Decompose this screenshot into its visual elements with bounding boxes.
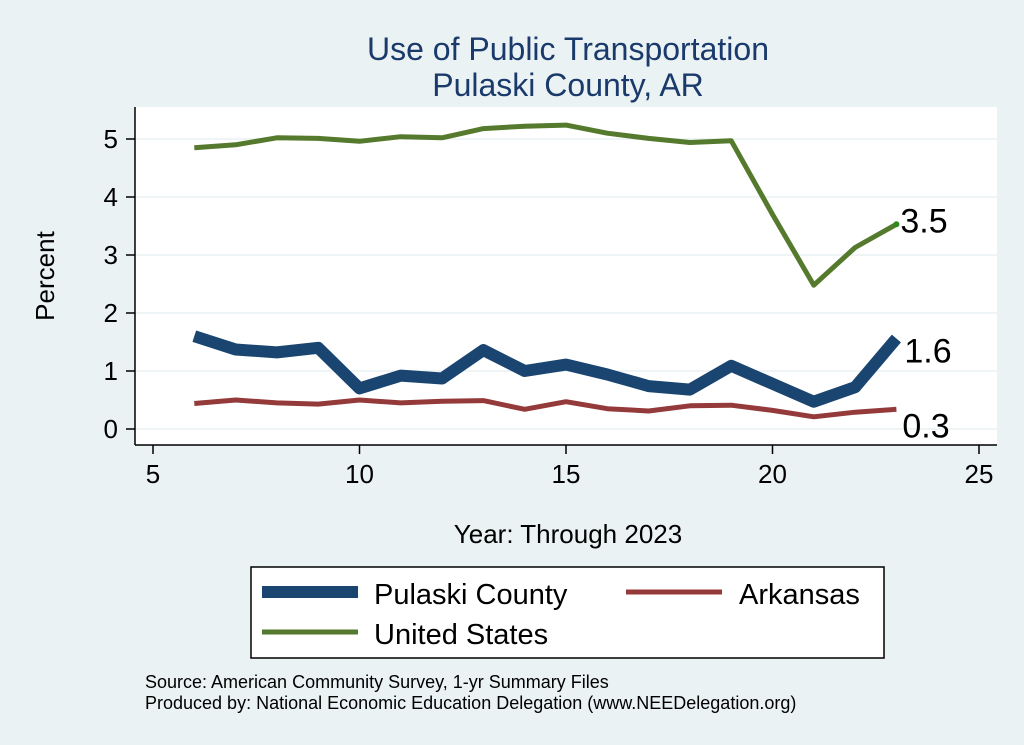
end-point-marker (893, 221, 900, 228)
legend-box (250, 566, 885, 659)
series-lines (192, 122, 901, 420)
chart-subtitle: Pulaski County, AR (432, 67, 704, 103)
end-label-united-states: 3.5 (900, 202, 947, 240)
x-axis-ticks: 5 10 15 20 25 (146, 445, 994, 489)
x-axis-label: Year: Through 2023 (454, 519, 682, 549)
legend-label-united-states: United States (374, 619, 548, 651)
end-labels: 1.6 0.3 3.5 (893, 202, 952, 445)
y-tick-label: 1 (104, 356, 118, 386)
y-tick-label: 5 (104, 124, 118, 154)
x-tick-label: 15 (552, 459, 581, 489)
chart-title: Use of Public Transportation (367, 31, 769, 67)
y-axis-label: Percent (30, 230, 60, 320)
legend-label-pulaski-county: Pulaski County (374, 579, 568, 611)
series-line-arkansas (194, 397, 897, 420)
y-tick-label: 2 (104, 298, 118, 328)
y-tick-label: 0 (104, 414, 118, 444)
x-tick-label: 25 (965, 459, 994, 489)
source-note: Source: American Community Survey, 1-yr … (145, 672, 609, 692)
series-line-pulaski-county (192, 330, 901, 408)
producer-note: Produced by: National Economic Education… (145, 693, 796, 713)
end-label-arkansas: 0.3 (902, 407, 949, 445)
end-label-pulaski-county: 1.6 (904, 333, 951, 371)
x-tick-label: 20 (758, 459, 787, 489)
y-tick-label: 4 (104, 182, 118, 212)
plot-area (135, 107, 997, 445)
x-tick-label: 5 (146, 459, 160, 489)
x-tick-label: 10 (345, 459, 374, 489)
y-axis-ticks: 0 1 2 3 4 5 (104, 124, 135, 444)
y-tick-label: 3 (104, 240, 118, 270)
series-line-united-states (194, 122, 898, 288)
legend-label-arkansas: Arkansas (739, 579, 860, 611)
